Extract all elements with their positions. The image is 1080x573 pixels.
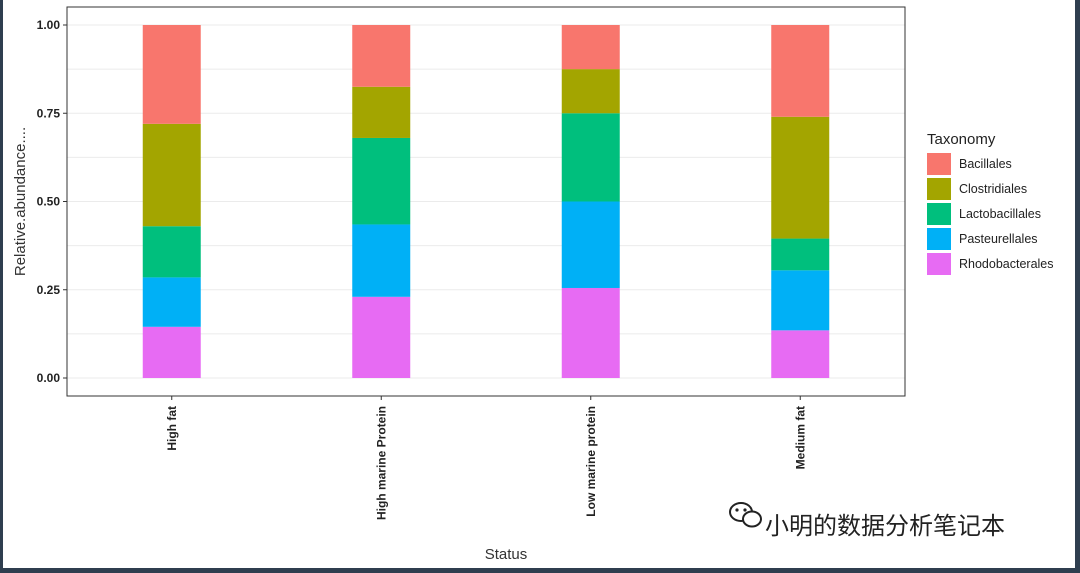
legend-label: Lactobacillales [959, 207, 1041, 221]
bar-segment-lactobacillales [352, 137, 411, 225]
legend-title: Taxonomy [927, 131, 996, 148]
x-tick-label: Low marine protein [584, 406, 598, 517]
x-tick-label: High marine Protein [374, 406, 388, 520]
bar-segment-pasteurellales [352, 224, 411, 297]
y-tick-label: 0.00 [37, 371, 61, 385]
grid-lines [67, 24, 905, 379]
bar-segment-rhodobacterales [352, 296, 411, 378]
bar-segment-clostridiales [142, 123, 201, 227]
bar-segment-clostridiales [352, 86, 411, 138]
bar-segment-rhodobacterales [771, 330, 830, 378]
legend: Taxonomy Bacillales Clostridiales Lactobac… [927, 131, 1054, 275]
legend-swatch [927, 253, 951, 275]
x-axis: High fat High marine Protein Low marine pr… [165, 396, 807, 520]
bar-segment-lactobacillales [142, 226, 201, 278]
legend-label: Clostridiales [959, 182, 1027, 196]
bars [142, 25, 830, 378]
bar-segment-bacillales [771, 25, 830, 117]
legend-swatch [927, 153, 951, 175]
y-axis: 0.00 0.25 0.50 0.75 1.00 [37, 18, 67, 385]
bar-segment-rhodobacterales [142, 326, 201, 378]
legend-swatch [927, 228, 951, 250]
bar-segment-pasteurellales [561, 201, 620, 288]
bar-segment-lactobacillales [771, 238, 830, 271]
y-tick-label: 1.00 [37, 18, 61, 32]
bar-segment-bacillales [142, 25, 201, 124]
x-axis-title: Status [485, 546, 528, 563]
y-tick-label: 0.25 [37, 283, 61, 297]
legend-label: Bacillales [959, 157, 1012, 171]
y-tick-label: 0.75 [37, 106, 61, 120]
legend-label: Pasteurellales [959, 232, 1038, 246]
bar-segment-pasteurellales [142, 277, 201, 327]
bar-segment-bacillales [561, 25, 620, 70]
watermark-text: 小明的数据分析笔记本 [765, 512, 1005, 540]
bar-segment-rhodobacterales [561, 287, 620, 378]
y-axis-title: Relative.abundance.... [12, 127, 29, 276]
legend-label: Rhodobacterales [959, 257, 1054, 271]
bar-segment-clostridiales [561, 69, 620, 114]
watermark: 小明的数据分析笔记本 [729, 502, 1005, 540]
x-tick-label: Medium fat [793, 406, 807, 469]
y-tick-label: 0.50 [37, 195, 61, 209]
wechat-icon [729, 502, 762, 528]
stacked-bar-chart: 0.00 0.25 0.50 0.75 1.00 High fat High marine… [12, 6, 1054, 563]
x-tick-label: High fat [165, 406, 179, 451]
bar-segment-clostridiales [771, 116, 830, 239]
bar-segment-pasteurellales [771, 270, 830, 331]
legend-swatch [927, 203, 951, 225]
legend-swatch [927, 178, 951, 200]
bar-segment-bacillales [352, 25, 411, 87]
bar-segment-lactobacillales [561, 113, 620, 202]
chart-frame: 0.00 0.25 0.50 0.75 1.00 High fat High marine… [3, 0, 1075, 568]
